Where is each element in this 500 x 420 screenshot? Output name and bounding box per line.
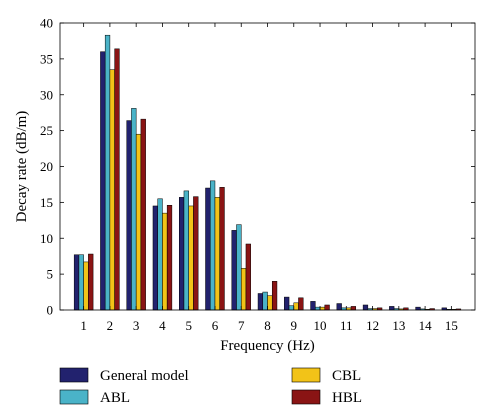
y-tick-label: 10 bbox=[40, 231, 53, 246]
bar-cbl-5 bbox=[188, 205, 194, 311]
y-tick-label: 5 bbox=[47, 267, 54, 282]
bar-hbl-11 bbox=[350, 306, 357, 311]
x-tick-label: 15 bbox=[445, 318, 458, 333]
bar-general-model-6 bbox=[205, 187, 211, 311]
bar-general-model-11 bbox=[336, 303, 342, 311]
bar-abl-9 bbox=[288, 305, 295, 311]
bar-hbl-7 bbox=[245, 243, 251, 311]
bar-cbl-1 bbox=[83, 261, 89, 311]
bar-general-model-2 bbox=[100, 51, 106, 311]
legend-swatch-cbl bbox=[291, 367, 321, 383]
bar-general-model-8 bbox=[257, 293, 264, 311]
x-tick-label: 4 bbox=[159, 318, 166, 333]
bar-general-model-5 bbox=[179, 197, 185, 311]
bar-hbl-10 bbox=[324, 304, 330, 311]
bar-hbl-4 bbox=[166, 205, 173, 311]
y-tick-label: 30 bbox=[40, 87, 53, 102]
bar-abl-10 bbox=[315, 306, 321, 311]
bar-cbl-8 bbox=[267, 295, 273, 311]
bar-hbl-6 bbox=[219, 187, 225, 311]
bar-general-model-3 bbox=[126, 120, 132, 311]
bar-hbl-8 bbox=[271, 281, 278, 311]
legend-label-cbl: CBL bbox=[332, 368, 361, 384]
bar-hbl-2 bbox=[114, 48, 120, 311]
bar-general-model-4 bbox=[152, 205, 158, 311]
bar-cbl-9 bbox=[293, 302, 299, 311]
bar-general-model-13 bbox=[389, 306, 395, 311]
x-tick-label: 5 bbox=[185, 318, 192, 333]
y-tick-label: 0 bbox=[47, 303, 54, 318]
bar-abl-8 bbox=[262, 291, 268, 311]
x-tick-label: 10 bbox=[314, 318, 327, 333]
x-tick-label: 12 bbox=[366, 318, 379, 333]
x-tick-label: 2 bbox=[107, 318, 114, 333]
x-tick-label: 14 bbox=[419, 318, 433, 333]
bar-general-model-12 bbox=[362, 304, 369, 311]
bar-cbl-6 bbox=[214, 197, 220, 311]
bar-general-model-7 bbox=[231, 230, 237, 311]
y-tick-label: 25 bbox=[40, 123, 53, 138]
bar-abl-3 bbox=[131, 108, 137, 311]
legend-swatch-hbl bbox=[291, 389, 321, 405]
x-tick-label: 11 bbox=[340, 318, 353, 333]
x-tick-label: 13 bbox=[392, 318, 405, 333]
bar-general-model-9 bbox=[284, 296, 290, 311]
x-tick-label: 1 bbox=[80, 318, 87, 333]
bar-general-model-10 bbox=[310, 301, 316, 311]
bar-hbl-5 bbox=[193, 196, 199, 311]
y-tick-label: 15 bbox=[40, 195, 53, 210]
bar-hbl-1 bbox=[88, 253, 94, 311]
bar-cbl-4 bbox=[162, 212, 168, 311]
bar-cbl-2 bbox=[109, 69, 115, 311]
y-tick-label: 35 bbox=[40, 51, 53, 66]
x-tick-label: 8 bbox=[264, 318, 271, 333]
bar-hbl-3 bbox=[140, 118, 146, 311]
y-tick-label: 20 bbox=[40, 159, 53, 174]
bar-abl-6 bbox=[209, 180, 216, 311]
bars-layer bbox=[73, 34, 462, 311]
bar-abl-1 bbox=[78, 254, 84, 311]
bar-cbl-10 bbox=[319, 306, 326, 311]
bar-general-model-14 bbox=[415, 306, 421, 311]
bar-abl-7 bbox=[236, 224, 242, 311]
bar-abl-5 bbox=[183, 190, 189, 311]
bar-abl-4 bbox=[157, 198, 163, 311]
x-axis-label: Frequency (Hz) bbox=[220, 338, 315, 354]
x-tick-label: 9 bbox=[291, 318, 298, 333]
x-tick-label: 7 bbox=[238, 318, 245, 333]
legend-swatch-general-model bbox=[59, 367, 89, 383]
x-tick-label: 3 bbox=[133, 318, 140, 333]
y-axis-label: Decay rate (dB/m) bbox=[14, 111, 30, 223]
legend-label-general-model: General model bbox=[100, 368, 189, 384]
y-tick-label: 40 bbox=[40, 16, 53, 31]
legend-swatch-abl bbox=[59, 389, 89, 405]
bar-general-model-1 bbox=[73, 254, 80, 311]
legend-label-hbl: HBL bbox=[332, 390, 362, 406]
legend: General model ABL CBL HBL bbox=[59, 367, 362, 406]
bar-abl-2 bbox=[104, 34, 111, 311]
bar-hbl-9 bbox=[298, 297, 304, 311]
bar-cbl-7 bbox=[240, 268, 247, 311]
bar-cbl-3 bbox=[135, 133, 142, 311]
legend-label-abl: ABL bbox=[100, 390, 130, 406]
x-tick-label: 6 bbox=[212, 318, 219, 333]
